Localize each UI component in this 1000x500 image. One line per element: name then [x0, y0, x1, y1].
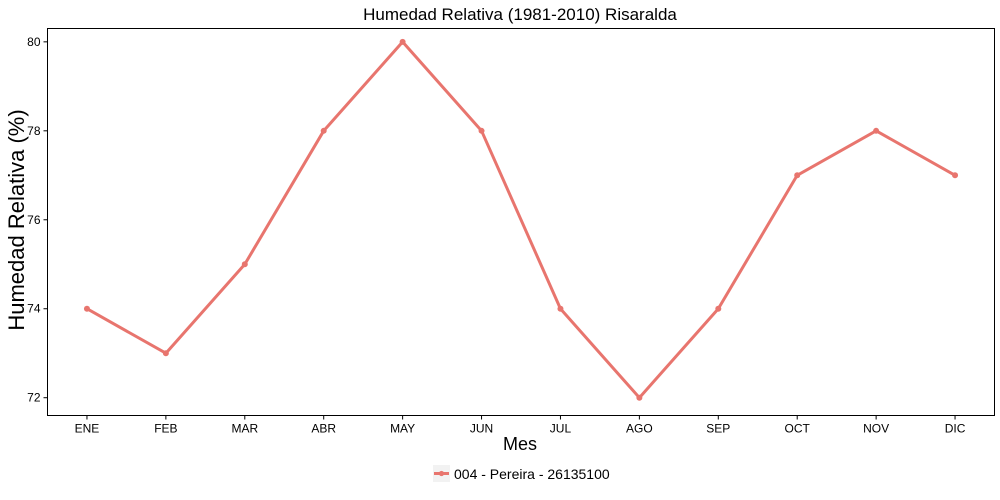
data-point [794, 172, 801, 179]
x-axis-title: Mes [503, 434, 537, 454]
data-point [162, 350, 169, 357]
data-point [873, 127, 880, 134]
data-point [557, 305, 564, 312]
x-tick-label: ABR [311, 422, 336, 436]
y-axis-title: Humedad Relativa (%) [4, 109, 29, 330]
x-tick-label: OCT [785, 422, 811, 436]
x-axis: ENE FEB MAR ABR MAY JUN JUL AGO SEP OCT NOV DIC [75, 415, 966, 436]
legend-label: 004 - Pereira - 26135100 [454, 466, 610, 482]
x-tick-label: ENE [75, 422, 100, 436]
y-tick-label: 72 [27, 391, 41, 405]
x-tick-label: MAY [390, 422, 415, 436]
x-tick-label: MAR [231, 422, 258, 436]
y-tick-label: 76 [27, 213, 41, 227]
data-point [241, 261, 248, 268]
y-tick-label: 78 [27, 124, 41, 138]
series-layer [83, 38, 959, 401]
legend-key-point [438, 470, 445, 477]
data-point [952, 172, 959, 179]
y-axis: 72 74 76 78 80 [27, 35, 48, 405]
y-tick-label: 74 [27, 302, 41, 316]
x-tick-label: DIC [945, 422, 966, 436]
data-point [399, 38, 406, 45]
x-tick-label: JUL [550, 422, 572, 436]
x-tick-label: NOV [863, 422, 889, 436]
x-tick-label: AGO [626, 422, 653, 436]
series-line [85, 40, 957, 400]
x-tick-label: SEP [706, 422, 730, 436]
chart-title: Humedad Relativa (1981-2010) Risaralda [363, 5, 677, 24]
data-point [320, 127, 327, 134]
y-tick-label: 80 [27, 35, 41, 49]
data-point [636, 394, 643, 401]
data-point [478, 127, 485, 134]
legend: 004 - Pereira - 26135100 [433, 465, 610, 482]
x-tick-label: JUN [470, 422, 493, 436]
data-point [715, 305, 722, 312]
data-point [83, 305, 90, 312]
x-tick-label: FEB [154, 422, 177, 436]
